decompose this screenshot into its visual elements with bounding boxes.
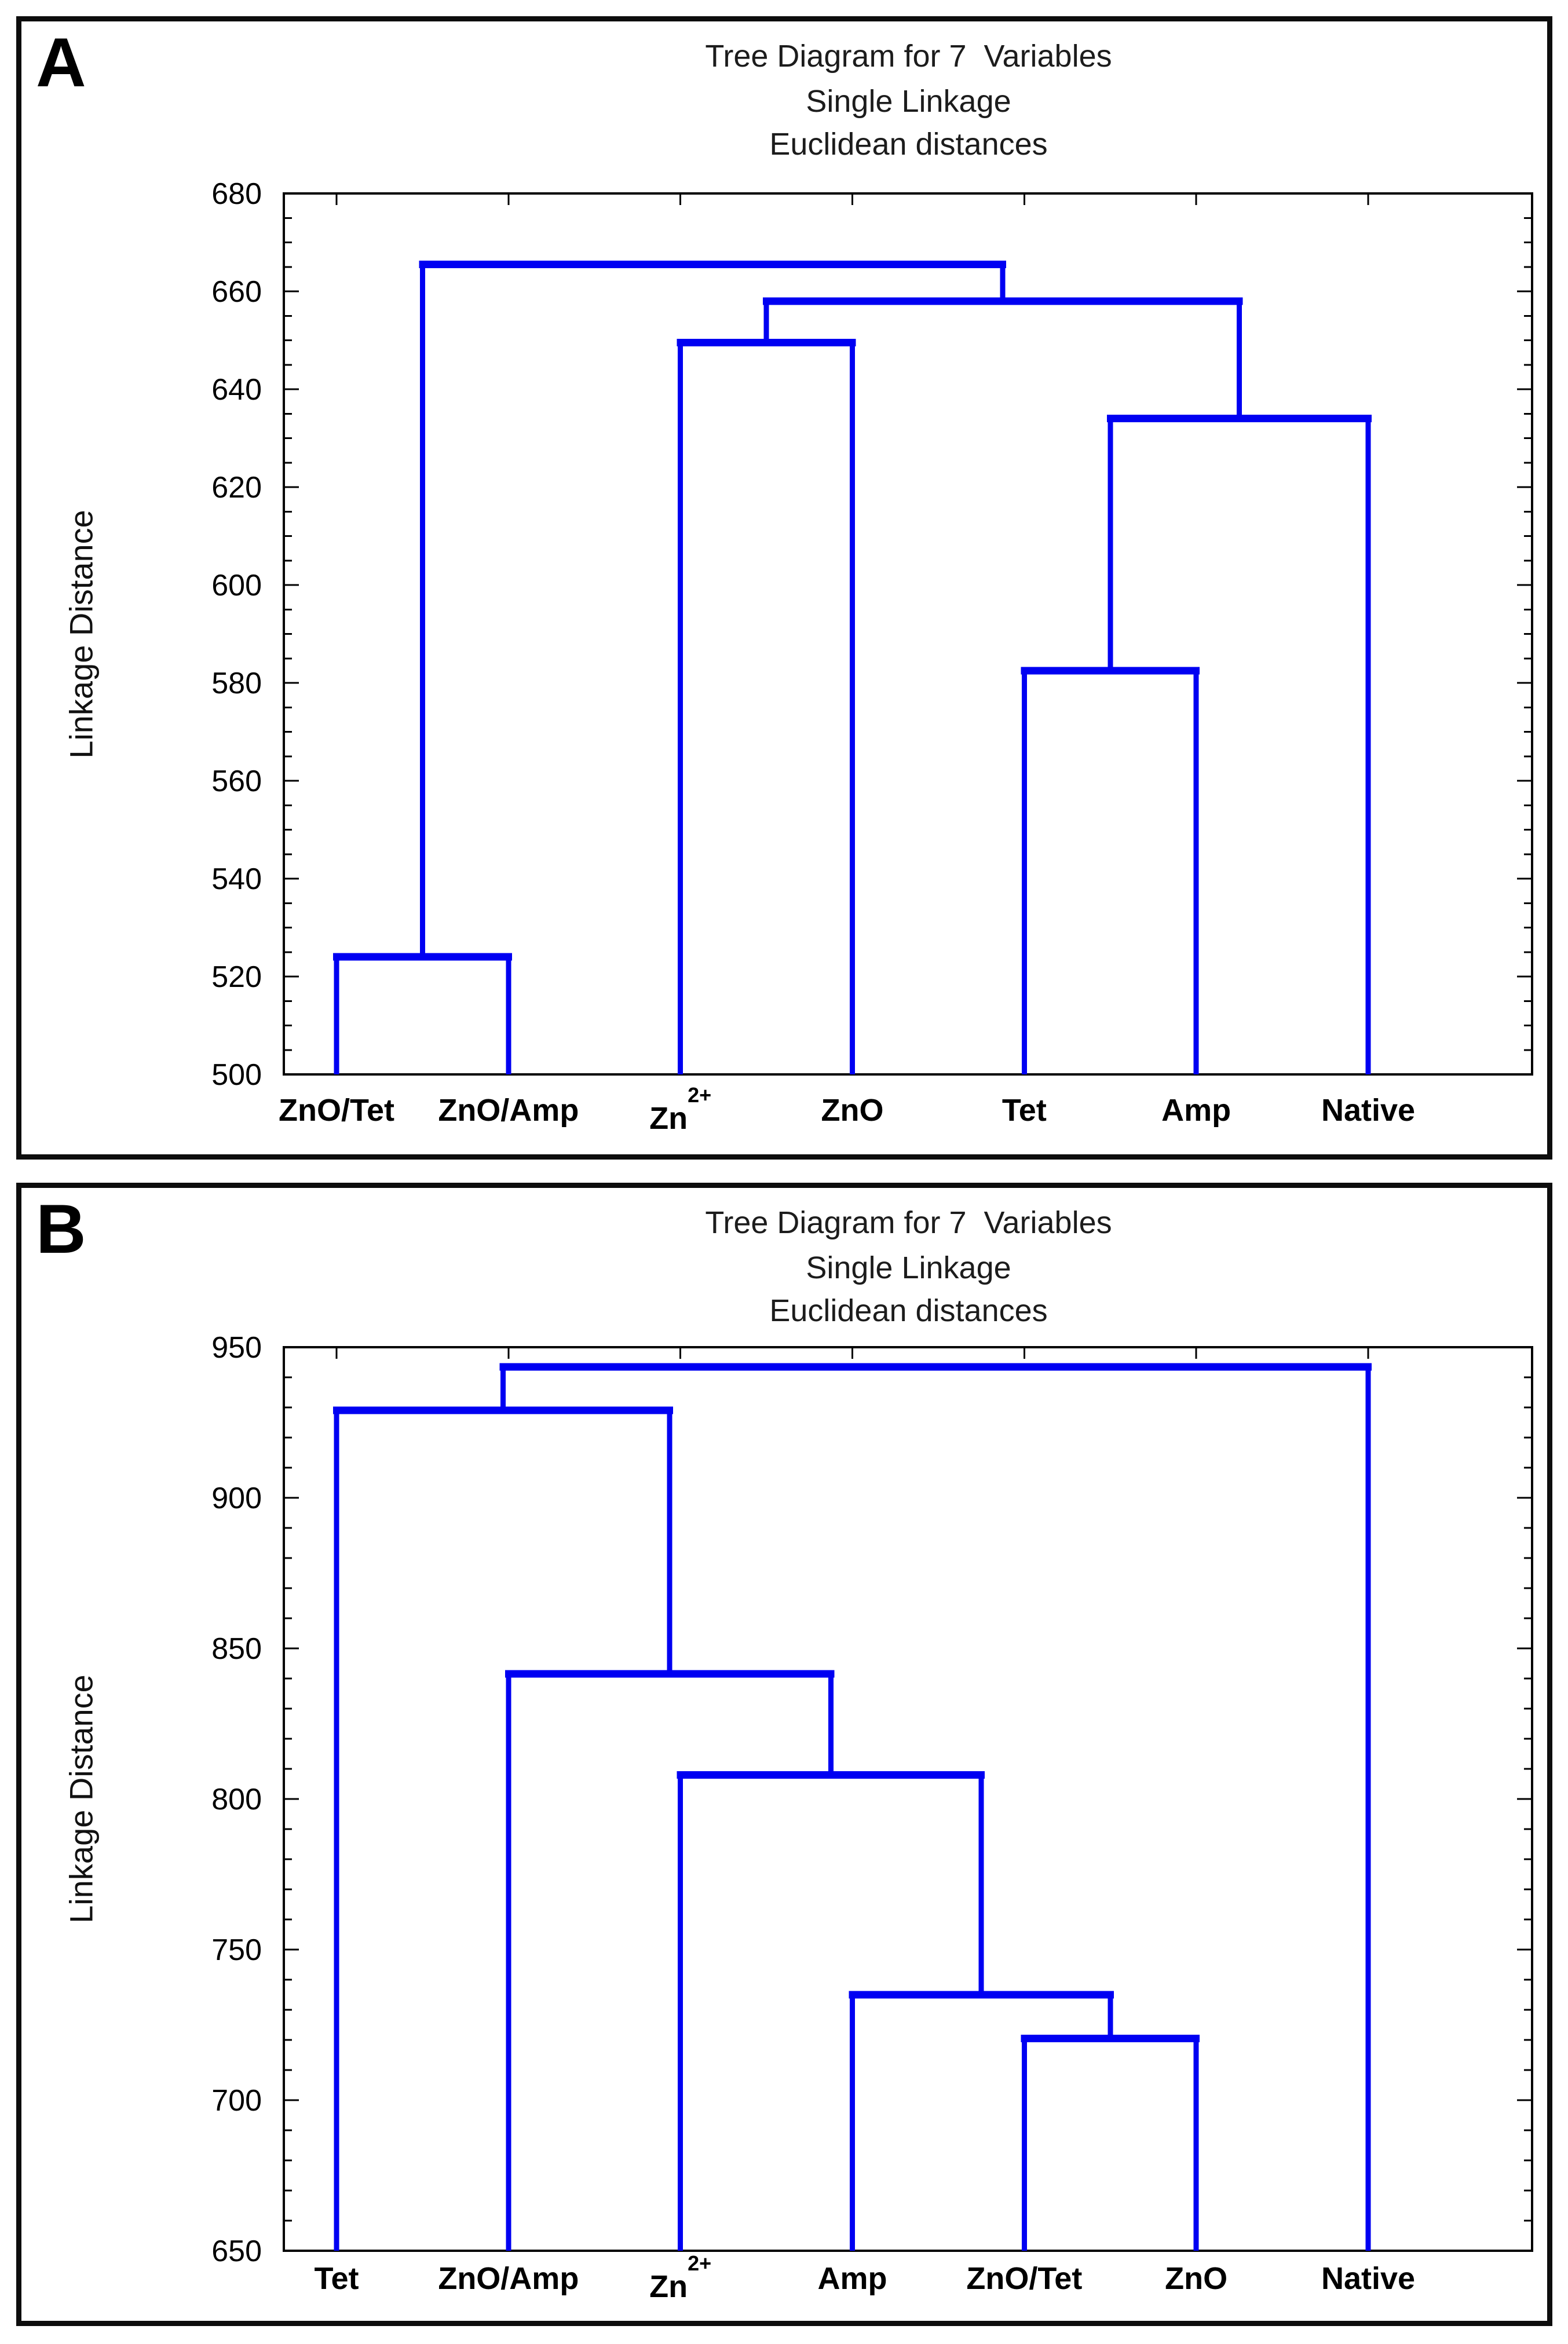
- y-axis-label-b: Linkage Distance: [63, 1674, 100, 1924]
- y-axis-tick-label: 580: [211, 667, 262, 700]
- y-axis-tick-label: 680: [211, 177, 262, 211]
- plot-box: [283, 1346, 1533, 2252]
- dendrogram-chart-a: 500 520 540 560 580 600 620 640 660 680 ZnO/Tet ZnO…: [211, 177, 1533, 1136]
- y-axis-tick-label: 500: [211, 1058, 262, 1092]
- chart-title-a-line3: Euclidean distances: [769, 127, 1048, 162]
- leaf-label: ZnO: [821, 1093, 884, 1128]
- leaf-label: ZnO/Tet: [966, 2261, 1082, 2296]
- y-axis-tick-label: 540: [211, 862, 262, 896]
- leaf-label: ZnO/Amp: [438, 1093, 579, 1128]
- y-axis-tick-label: 620: [211, 471, 262, 504]
- y-axis-tick-label: 660: [211, 275, 262, 309]
- leaf-label: Tet: [1002, 1093, 1047, 1128]
- panel-a: 500 520 540 560 580 600 620 640 660 680 ZnO/Tet ZnO…: [16, 16, 1552, 1160]
- leaf-label: Native: [1321, 1093, 1415, 1128]
- leaf-label: Amp: [1161, 1093, 1231, 1128]
- chart-title-b-line3: Euclidean distances: [769, 1293, 1048, 1328]
- y-axis-tick-label: 640: [211, 373, 262, 407]
- dendrogram-chart-b: 650 700 750 800 850 900 950 Tet ZnO/Amp Zn2+ Amp Zn…: [211, 1331, 1533, 2304]
- leaf-label: Zn2+: [649, 2251, 711, 2304]
- y-axis-tick-label: 950: [211, 1331, 262, 1365]
- panel-letter-a: A: [36, 24, 86, 101]
- y-axis-tick-label: 900: [211, 1482, 262, 1515]
- leaf-label: Native: [1321, 2261, 1415, 2296]
- leaf-label: Zn2+: [649, 1083, 711, 1136]
- chart-title-b-line2: Single Linkage: [806, 1250, 1011, 1285]
- leaf-label: ZnO: [1165, 2261, 1227, 2296]
- y-axis-tick-label: 520: [211, 960, 262, 994]
- y-axis-tick-label: 800: [211, 1783, 262, 1816]
- y-axis-tick-label: 750: [211, 1933, 262, 1967]
- y-axis-tick-label: 650: [211, 2235, 262, 2268]
- y-axis-tick-label: 700: [211, 2084, 262, 2118]
- chart-title-b-line1: Tree Diagram for 7 Variables: [705, 1205, 1112, 1240]
- leaf-label: Amp: [818, 2261, 887, 2296]
- chart-title-a-line1: Tree Diagram for 7 Variables: [705, 39, 1112, 74]
- chart-title-a-line2: Single Linkage: [806, 84, 1011, 119]
- y-axis-label-a: Linkage Distance: [63, 510, 100, 759]
- plot-box: [283, 192, 1533, 1076]
- leaf-label: Tet: [315, 2261, 359, 2296]
- panel-letter-b: B: [36, 1190, 86, 1268]
- leaf-label: ZnO/Tet: [279, 1093, 394, 1128]
- panel-b: 650 700 750 800 850 900 950 Tet ZnO/Amp Zn2+ Amp Zn…: [16, 1183, 1552, 2326]
- y-axis-tick-label: 850: [211, 1632, 262, 1666]
- y-axis-tick-label: 600: [211, 569, 262, 602]
- y-axis-tick-label: 560: [211, 765, 262, 798]
- leaf-label: ZnO/Amp: [438, 2261, 579, 2296]
